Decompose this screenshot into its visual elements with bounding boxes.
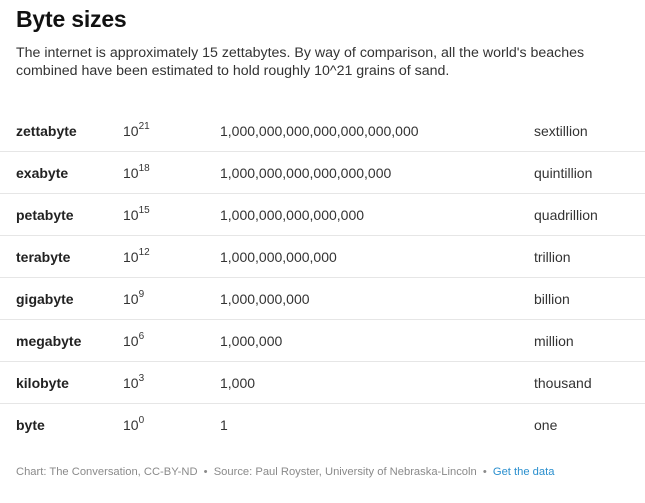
power-of-ten: 103 — [123, 362, 144, 404]
unit-name: kilobyte — [16, 375, 69, 391]
number-word: trillion — [534, 249, 571, 265]
unit-name: megabyte — [16, 333, 82, 349]
full-number: 1,000,000,000,000,000,000 — [220, 165, 392, 181]
power-base: 10 — [123, 375, 139, 391]
unit-name: terabyte — [16, 249, 71, 265]
power-exponent: 6 — [138, 331, 145, 343]
table-row: zettabyte 1021 1,000,000,000,000,000,000… — [0, 110, 645, 152]
number-word: billion — [534, 291, 570, 307]
number-word: million — [534, 333, 574, 349]
page-title: Byte sizes — [16, 6, 127, 32]
power-of-ten: 1012 — [123, 236, 150, 278]
power-exponent: 3 — [138, 373, 145, 385]
power-of-ten: 1018 — [123, 152, 150, 194]
full-number: 1 — [220, 417, 228, 433]
power-of-ten: 100 — [123, 404, 144, 446]
get-the-data-link[interactable]: Get the data — [492, 466, 555, 478]
table-row: terabyte 1012 1,000,000,000,000 trillion — [0, 236, 645, 278]
number-word: sextillion — [534, 123, 588, 139]
table-row: gigabyte 109 1,000,000,000 billion — [0, 278, 645, 320]
power-base: 10 — [123, 207, 139, 223]
full-number: 1,000,000 — [220, 333, 283, 349]
chart-footer: Chart: The Conversation, CC-BY-ND • Sour… — [16, 466, 554, 478]
power-base: 10 — [123, 165, 139, 181]
power-exponent: 15 — [138, 205, 150, 217]
power-of-ten: 1021 — [123, 110, 150, 152]
power-exponent: 21 — [138, 121, 150, 133]
table-row: exabyte 1018 1,000,000,000,000,000,000 q… — [0, 152, 645, 194]
power-of-ten: 106 — [123, 320, 144, 362]
unit-name: gigabyte — [16, 291, 74, 307]
power-exponent: 18 — [138, 163, 150, 175]
full-number: 1,000,000,000,000,000,000,000 — [220, 123, 419, 139]
number-word: quintillion — [534, 165, 593, 181]
chart-source: Source: Paul Royster, University of Nebr… — [213, 466, 477, 478]
unit-name: byte — [16, 417, 45, 433]
power-base: 10 — [123, 417, 139, 433]
number-word: one — [534, 417, 558, 433]
power-base: 10 — [123, 249, 139, 265]
full-number: 1,000,000,000 — [220, 291, 310, 307]
page-subtitle: The internet is approximately 15 zettaby… — [16, 45, 585, 79]
table-row: kilobyte 103 1,000 thousand — [0, 362, 645, 404]
power-base: 10 — [123, 123, 139, 139]
power-base: 10 — [123, 333, 139, 349]
power-exponent: 0 — [138, 415, 145, 427]
power-base: 10 — [123, 291, 139, 307]
footer-separator: • — [203, 466, 208, 478]
full-number: 1,000,000,000,000,000 — [220, 207, 365, 223]
footer-separator: • — [482, 466, 487, 478]
unit-name: exabyte — [16, 165, 69, 181]
table-row: byte 100 1 one — [0, 404, 645, 446]
number-word: quadrillion — [534, 207, 598, 223]
table-row: megabyte 106 1,000,000 million — [0, 320, 645, 362]
power-exponent: 12 — [138, 247, 150, 259]
chart-credit: Chart: The Conversation, CC-BY-ND — [16, 466, 198, 478]
byte-sizes-table: zettabyte 1021 1,000,000,000,000,000,000… — [0, 110, 645, 446]
power-of-ten: 1015 — [123, 194, 150, 236]
unit-name: petabyte — [16, 207, 74, 223]
power-exponent: 9 — [138, 289, 145, 301]
full-number: 1,000,000,000,000 — [220, 249, 337, 265]
full-number: 1,000 — [220, 375, 256, 391]
unit-name: zettabyte — [16, 123, 77, 139]
table-row: petabyte 1015 1,000,000,000,000,000 quad… — [0, 194, 645, 236]
number-word: thousand — [534, 375, 592, 391]
power-of-ten: 109 — [123, 278, 144, 320]
